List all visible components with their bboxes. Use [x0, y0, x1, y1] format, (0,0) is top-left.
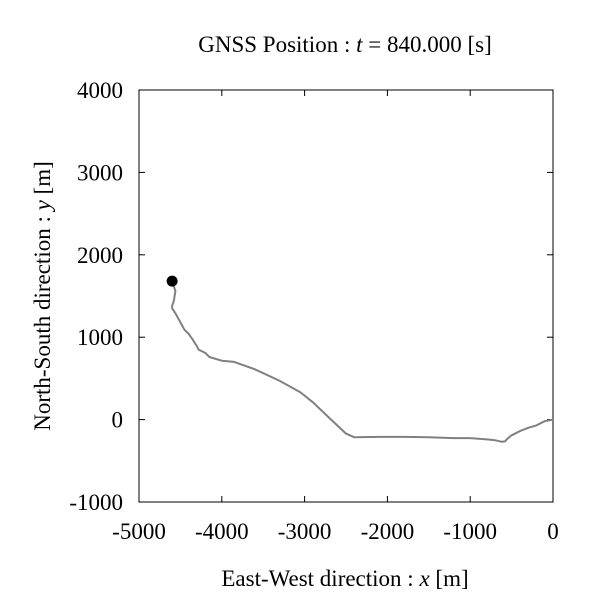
x-axis-title-text: East-West direction : — [221, 566, 419, 591]
chart-title: GNSS Position : t = 840.000 [s] — [198, 32, 492, 57]
y-tick-label: 2000 — [77, 243, 123, 268]
x-tick-label: -1000 — [443, 519, 497, 544]
svg-text:North-South direction : y [m]: North-South direction : y [m] — [30, 161, 55, 431]
current-position-marker — [166, 275, 178, 287]
title-variable: t — [356, 32, 363, 57]
x-tick-label: -2000 — [361, 519, 415, 544]
x-axis-unit: [m] — [430, 566, 469, 591]
y-axis-unit: [m] — [30, 161, 55, 200]
y-axis-variable: y — [30, 199, 55, 212]
svg-text:East-West direction : x [m]: East-West direction : x [m] — [221, 566, 468, 591]
x-axis-variable: x — [418, 566, 430, 591]
x-tick-label: -5000 — [112, 519, 166, 544]
x-tick-label: -4000 — [195, 519, 249, 544]
x-axis-title: East-West direction : x [m] — [221, 566, 468, 591]
plot-frame — [138, 89, 554, 503]
y-tick-label: 0 — [112, 408, 124, 433]
title-equals: = — [362, 32, 386, 57]
x-tick-label: -3000 — [278, 519, 332, 544]
y-tick-label: 3000 — [77, 160, 123, 185]
title-unit: [s] — [462, 32, 492, 57]
y-axis-title-text: North-South direction : — [30, 210, 55, 430]
x-tick-label: 0 — [547, 519, 559, 544]
y-tick-label: -1000 — [69, 490, 123, 515]
title-time-value: 840.000 — [387, 32, 462, 57]
title-prefix: GNSS Position : — [198, 32, 356, 57]
y-tick-label: 4000 — [77, 78, 123, 103]
gnss-track-line — [171, 280, 554, 443]
y-axis-title: North-South direction : y [m] — [30, 161, 55, 431]
y-tick-label: 1000 — [77, 325, 123, 350]
